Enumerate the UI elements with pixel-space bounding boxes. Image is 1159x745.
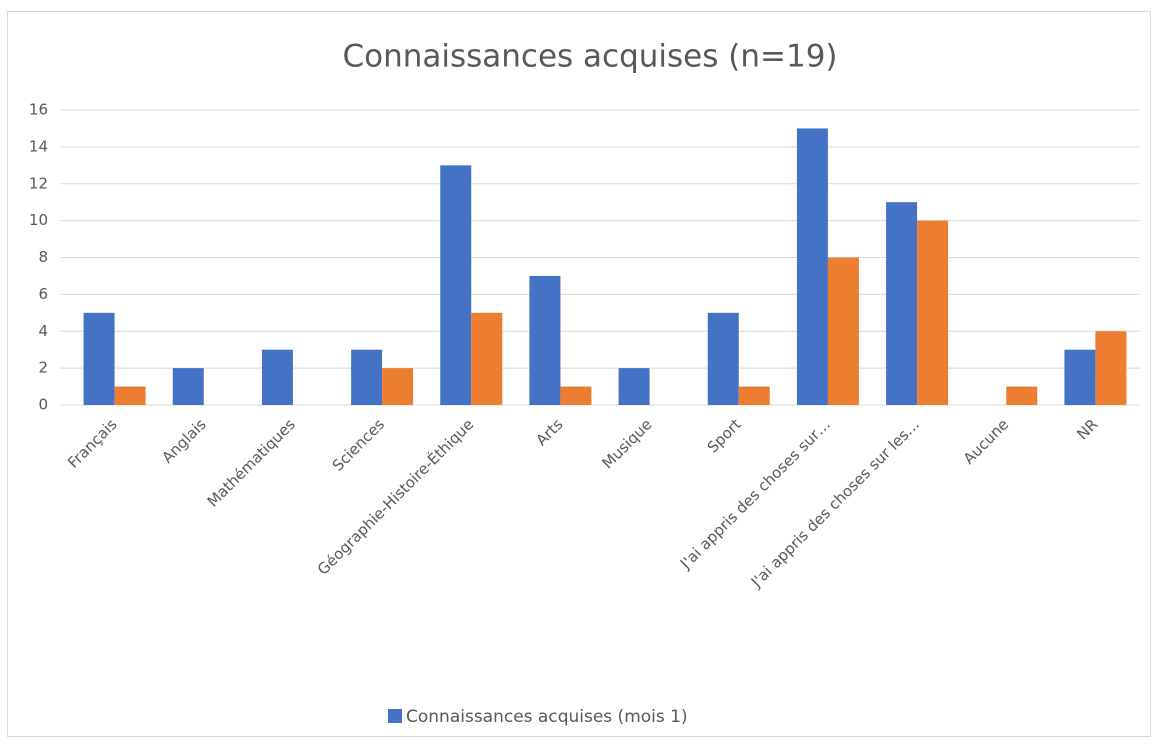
- bar: [707, 312, 739, 405]
- bar: [618, 368, 650, 405]
- y-tick-label: 6: [38, 285, 48, 303]
- bar: [261, 349, 293, 405]
- y-tick-label: 2: [38, 359, 48, 377]
- chart-title: Connaissances acquises (n=19): [342, 39, 837, 75]
- y-tick-label: 12: [29, 174, 48, 192]
- bar: [1064, 349, 1096, 405]
- bar: [917, 220, 949, 405]
- y-tick-label: 14: [29, 137, 48, 155]
- y-tick-label: 4: [38, 322, 48, 340]
- bar: [172, 368, 204, 405]
- bar: [560, 386, 592, 405]
- bar: [827, 257, 859, 405]
- bar: [83, 312, 115, 405]
- y-tick-label: 0: [38, 396, 48, 414]
- bar: [738, 386, 770, 405]
- y-tick-label: 10: [29, 211, 48, 229]
- bar: [351, 349, 383, 405]
- legend-label: Connaissances acquises (mois 1): [406, 707, 688, 727]
- legend-swatch: [388, 709, 402, 723]
- bar: [471, 312, 503, 405]
- bar: [529, 275, 561, 405]
- bar: [440, 165, 472, 405]
- y-tick-label: 8: [38, 248, 48, 266]
- bar: [114, 386, 146, 405]
- bar: [382, 368, 414, 405]
- bar: [886, 202, 918, 405]
- bar: [1095, 331, 1127, 405]
- bar: [1006, 386, 1038, 405]
- bar: [796, 128, 828, 405]
- y-tick-label: 16: [29, 101, 48, 119]
